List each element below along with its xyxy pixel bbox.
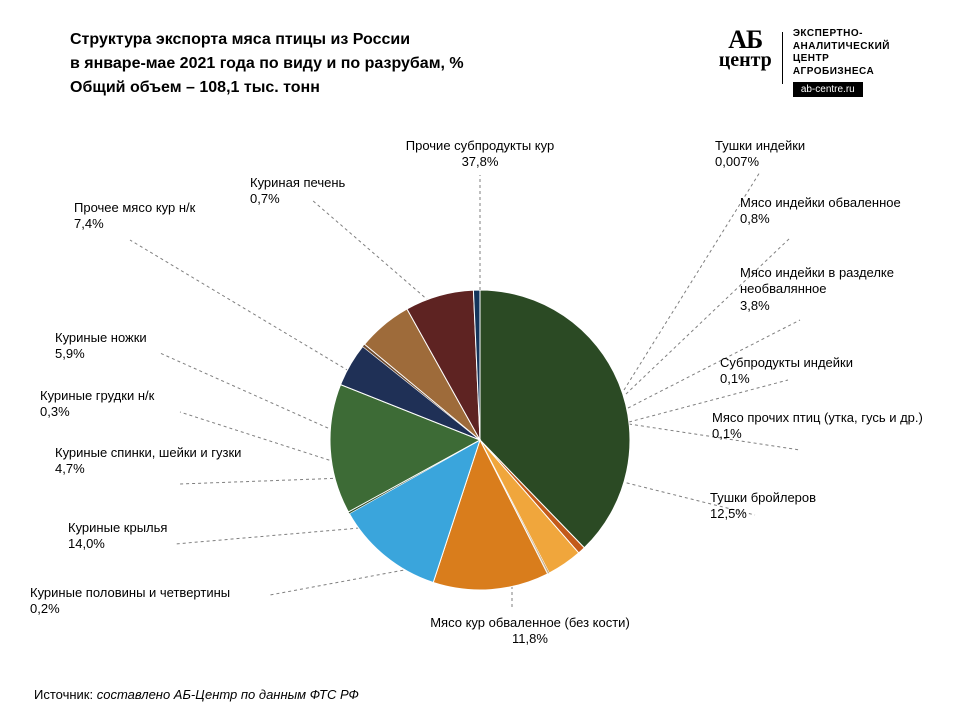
logo-mark: АБ центр [719, 28, 772, 70]
slice-label: Куриные ножки5,9% [55, 330, 147, 363]
slice-label-pct: 0,8% [740, 211, 901, 227]
slice-label-name: Куриные ножки [55, 330, 147, 346]
slice-label-name: Мясо индейки обваленное [740, 195, 901, 211]
leader-line [160, 353, 339, 433]
slice-label-pct: 0,7% [250, 191, 345, 207]
title-line-2: в январе-мае 2021 года по виду и по разр… [70, 52, 464, 76]
leader-line [180, 478, 345, 484]
slice-label-name: Мясо индейки в разделке необвалянное [740, 265, 960, 298]
slice-label-pct: 0,007% [715, 154, 805, 170]
slice-label-pct: 11,8% [430, 631, 630, 647]
pie-svg [330, 290, 630, 590]
logo-center: центр [719, 51, 772, 70]
slice-label-name: Тушки индейки [715, 138, 805, 154]
source-prefix: Источник: [34, 687, 97, 702]
source-text: составлено АБ-Центр по данным ФТС РФ [97, 687, 359, 702]
title-line-1: Структура экспорта мяса птицы из России [70, 28, 464, 52]
logo-desc-4: АГРОБИЗНЕСА [793, 66, 890, 79]
slice-label-pct: 14,0% [68, 536, 167, 552]
slice-label: Куриные половины и четвертины0,2% [30, 585, 230, 618]
logo-desc-1: ЭКСПЕРТНО- [793, 28, 890, 41]
slice-label: Мясо прочих птиц (утка, гусь и др.)0,1% [712, 410, 923, 443]
slice-label-pct: 7,4% [74, 216, 195, 232]
slice-label: Тушки индейки0,007% [715, 138, 805, 171]
pie-chart: Прочие субпродукты кур37,8% Тушки индейки… [0, 120, 960, 680]
slice-label-pct: 12,5% [710, 506, 816, 522]
logo-divider [782, 32, 783, 84]
title-line-3: Общий объем – 108,1 тыс. тонн [70, 76, 464, 100]
logo: АБ центр ЭКСПЕРТНО- АНАЛИТИЧЕСКИЙ ЦЕНТР … [719, 28, 890, 97]
slice-label: Куриные грудки н/к0,3% [40, 388, 154, 421]
slice-label: Прочее мясо кур н/к7,4% [74, 200, 195, 233]
slice-label-name: Куриные грудки н/к [40, 388, 154, 404]
slice-label-pct: 37,8% [380, 154, 580, 170]
slice-label: Тушки бройлеров12,5% [710, 490, 816, 523]
slice-label: Мясо индейки обваленное0,8% [740, 195, 901, 228]
slice-label-name: Прочее мясо кур н/к [74, 200, 195, 216]
header: Структура экспорта мяса птицы из России … [70, 28, 890, 100]
slice-label: Мясо кур обваленное (без кости)11,8% [430, 615, 630, 648]
slice-label: Прочие субпродукты кур37,8% [380, 138, 580, 171]
slice-label: Куриные спинки, шейки и гузки4,7% [55, 445, 241, 478]
slice-label-pct: 0,1% [720, 371, 853, 387]
slice-label-name: Куриные крылья [68, 520, 167, 536]
slice-label-name: Мясо прочих птиц (утка, гусь и др.) [712, 410, 923, 426]
logo-text: ЭКСПЕРТНО- АНАЛИТИЧЕСКИЙ ЦЕНТР АГРОБИЗНЕ… [793, 28, 890, 97]
slice-label-pct: 5,9% [55, 346, 147, 362]
logo-desc-2: АНАЛИТИЧЕСКИЙ [793, 41, 890, 54]
source-line: Источник: составлено АБ-Центр по данным … [34, 687, 359, 702]
slice-label-pct: 0,1% [712, 426, 923, 442]
slice-label-name: Субпродукты индейки [720, 355, 853, 371]
slice-label-name: Куриная печень [250, 175, 345, 191]
slice-label: Куриные крылья14,0% [68, 520, 167, 553]
slice-label-pct: 0,2% [30, 601, 230, 617]
slice-label: Мясо индейки в разделке необвалянное3,8% [740, 265, 960, 314]
slice-label-pct: 0,3% [40, 404, 154, 420]
logo-url: ab-centre.ru [793, 82, 863, 97]
logo-desc-3: ЦЕНТР [793, 53, 890, 66]
leader-line [312, 200, 429, 301]
slice-label: Куриная печень0,7% [250, 175, 345, 208]
slice-label-pct: 4,7% [55, 461, 241, 477]
slice-label-name: Куриные спинки, шейки и гузки [55, 445, 241, 461]
slice-label-name: Куриные половины и четвертины [30, 585, 230, 601]
slice-label-name: Мясо кур обваленное (без кости) [430, 615, 630, 631]
slice-label-name: Прочие субпродукты кур [380, 138, 580, 154]
slice-label: Субпродукты индейки0,1% [720, 355, 853, 388]
slice-label-pct: 3,8% [740, 298, 960, 314]
chart-title: Структура экспорта мяса птицы из России … [70, 28, 464, 100]
slice-label-name: Тушки бройлеров [710, 490, 816, 506]
